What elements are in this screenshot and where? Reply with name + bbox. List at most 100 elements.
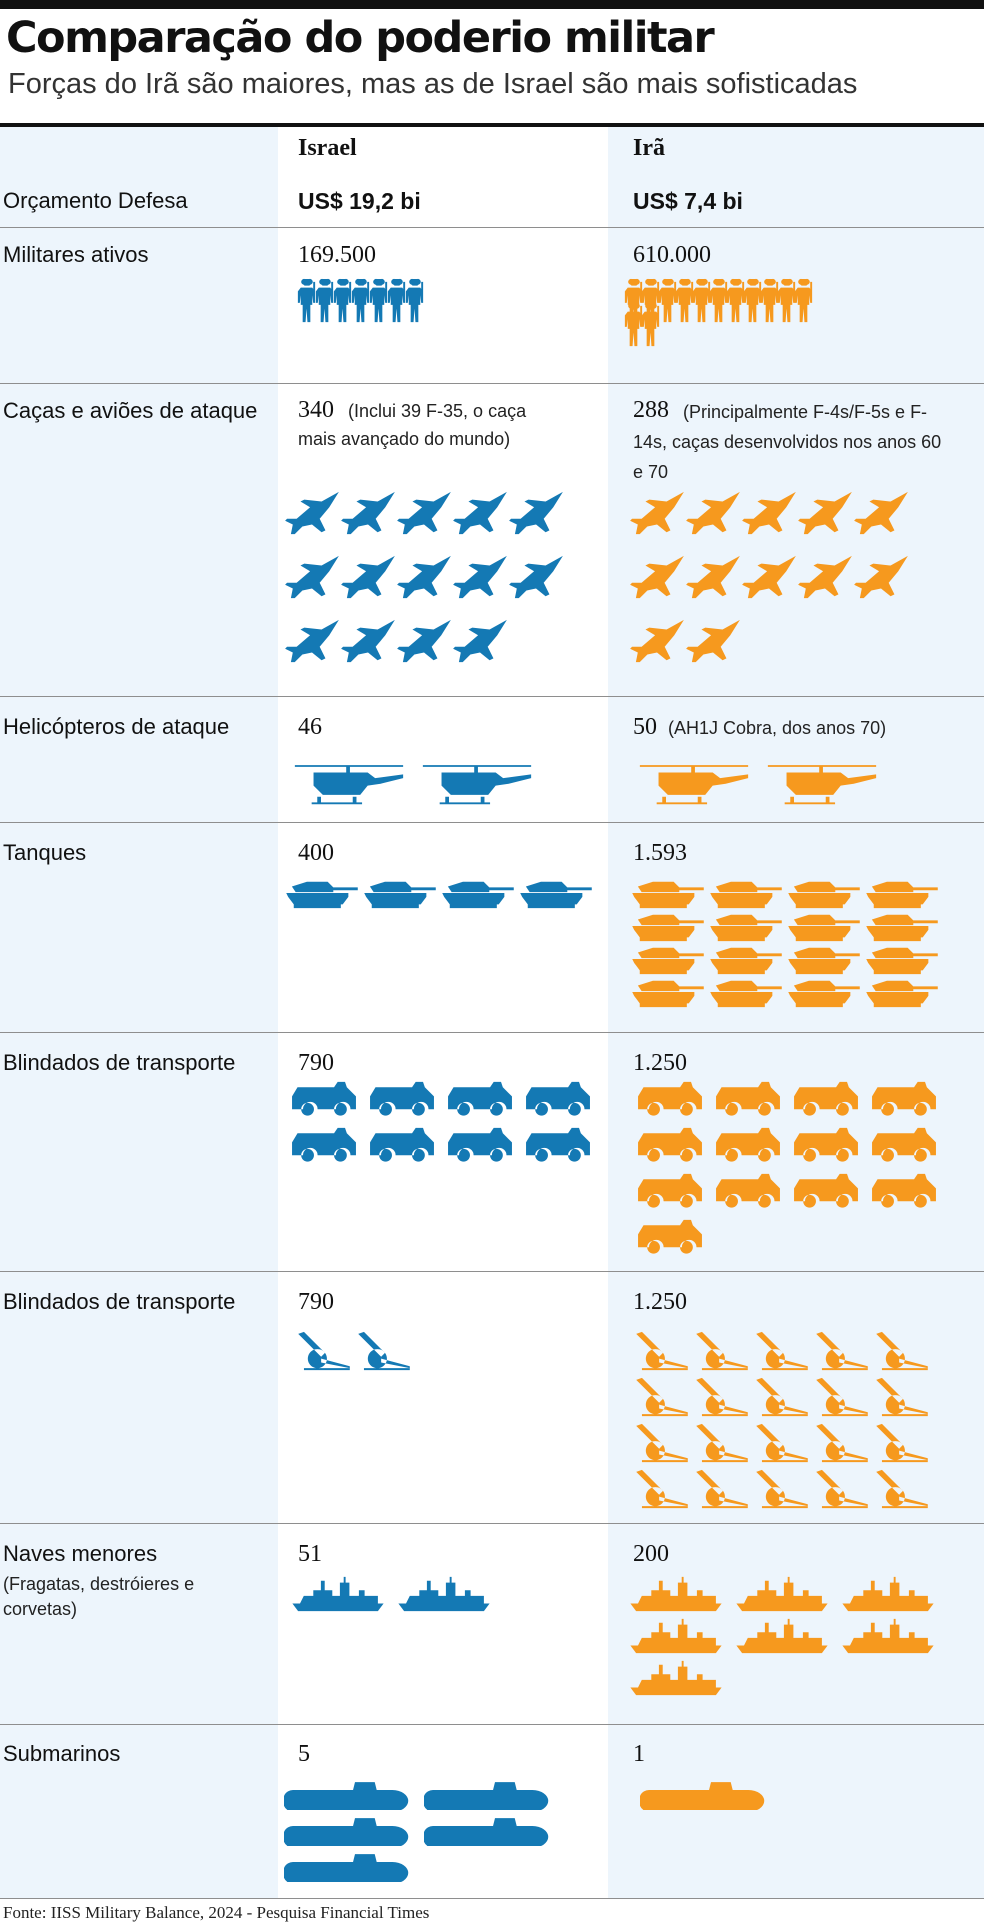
row-divider [0, 1271, 984, 1272]
ship-glyph [842, 1618, 934, 1654]
column-header-iran: Irã [633, 135, 665, 161]
artillery-icon [756, 1331, 808, 1371]
armored-vehicle-icon [292, 1127, 356, 1162]
tank-glyph [632, 914, 704, 942]
soldier-glyph [777, 278, 796, 323]
apc-glyph [370, 1127, 434, 1162]
submarine-icon [284, 1854, 409, 1882]
jet-glyph [397, 491, 451, 535]
tank-glyph [442, 881, 514, 909]
soldier-icon [726, 278, 745, 323]
armored-vehicle-icon [526, 1081, 590, 1116]
gun-glyph [876, 1469, 928, 1509]
jet-glyph [742, 555, 796, 599]
tank-icon [632, 980, 704, 1008]
row-divider [0, 1898, 984, 1899]
tank-glyph [788, 947, 860, 975]
value-iran-artillery: 1.250 [633, 1289, 687, 1315]
fighter-jet-icon [686, 555, 740, 599]
value-iran-helicopters: 50 [633, 714, 657, 740]
soldier-icon [624, 302, 643, 347]
apc-glyph [638, 1173, 702, 1208]
tank-glyph [286, 881, 358, 909]
tank-icon [710, 947, 782, 975]
armored-vehicle-icon [638, 1219, 702, 1254]
tank-glyph [710, 914, 782, 942]
artillery-icon [816, 1469, 868, 1509]
fighter-jet-icon [798, 555, 852, 599]
soldier-icon [743, 278, 762, 323]
jet-glyph [686, 491, 740, 535]
fighter-jet-icon [285, 491, 339, 535]
artillery-icon [696, 1377, 748, 1417]
column-header-israel: Israel [298, 135, 357, 161]
label-column-background [0, 127, 278, 1899]
jet-glyph [341, 555, 395, 599]
tank-icon [632, 881, 704, 909]
jet-glyph [397, 619, 451, 663]
jet-glyph [285, 555, 339, 599]
tank-icon [788, 914, 860, 942]
jet-glyph [509, 491, 563, 535]
tank-glyph [866, 947, 938, 975]
tank-glyph [710, 947, 782, 975]
gun-glyph [696, 1423, 748, 1463]
gun-glyph [696, 1377, 748, 1417]
artillery-icon [816, 1331, 868, 1371]
sub-glyph [424, 1818, 549, 1846]
soldier-icon [658, 278, 677, 323]
value-israel-artillery: 790 [298, 1289, 334, 1315]
row-label-submarines: Submarinos [3, 1741, 121, 1766]
row-divider [0, 1724, 984, 1725]
soldier-glyph [315, 278, 334, 323]
chart-subtitle: Forças do Irã são maiores, mas as de Isr… [8, 68, 858, 100]
tank-icon [364, 881, 436, 909]
value-israel-fighters: 340 [298, 397, 334, 423]
row-label-helicopters: Helicópteros de ataque [3, 714, 230, 739]
jet-glyph [285, 491, 339, 535]
apc-glyph [872, 1127, 936, 1162]
apc-glyph [638, 1081, 702, 1116]
apc-glyph [448, 1081, 512, 1116]
tank-icon [442, 881, 514, 909]
heli-glyph [294, 765, 404, 805]
fighter-jet-icon [742, 555, 796, 599]
tank-glyph [710, 881, 782, 909]
row-divider [0, 1523, 984, 1524]
fighter-jet-icon [341, 619, 395, 663]
soldier-icon [369, 278, 388, 323]
armored-vehicle-icon [526, 1127, 590, 1162]
apc-glyph [526, 1127, 590, 1162]
jet-glyph [798, 555, 852, 599]
armored-vehicle-icon [370, 1081, 434, 1116]
submarine-icon [284, 1818, 409, 1846]
tank-glyph [632, 947, 704, 975]
gun-glyph [358, 1331, 410, 1371]
soldier-glyph [726, 278, 745, 323]
ship-glyph [736, 1576, 828, 1612]
soldier-icon [709, 278, 728, 323]
soldier-glyph [297, 278, 316, 323]
helicopter-icon [422, 765, 532, 805]
row-divider [0, 696, 984, 697]
fighter-jet-icon [854, 555, 908, 599]
sub-glyph [640, 1782, 765, 1810]
apc-glyph [716, 1081, 780, 1116]
value-israel-active-military: 169.500 [298, 242, 376, 268]
source-note: Fonte: IISS Military Balance, 2024 - Pes… [3, 1903, 430, 1922]
soldier-icon [297, 278, 316, 323]
ship-glyph [630, 1618, 722, 1654]
soldier-icon [641, 278, 660, 323]
value-iran-fighters: 288 [633, 397, 669, 423]
value-iran-active-military: 610.000 [633, 242, 711, 268]
tank-icon [520, 881, 592, 909]
apc-glyph [794, 1081, 858, 1116]
gun-glyph [816, 1423, 868, 1463]
artillery-icon [696, 1469, 748, 1509]
gun-glyph [756, 1331, 808, 1371]
note-iran-fighters: (Principalmente F-4s/F-5s e F-14s, caças… [633, 402, 942, 482]
chart-title: Comparação do poderio militar [6, 13, 715, 63]
jet-glyph [453, 555, 507, 599]
soldier-glyph [641, 302, 660, 347]
